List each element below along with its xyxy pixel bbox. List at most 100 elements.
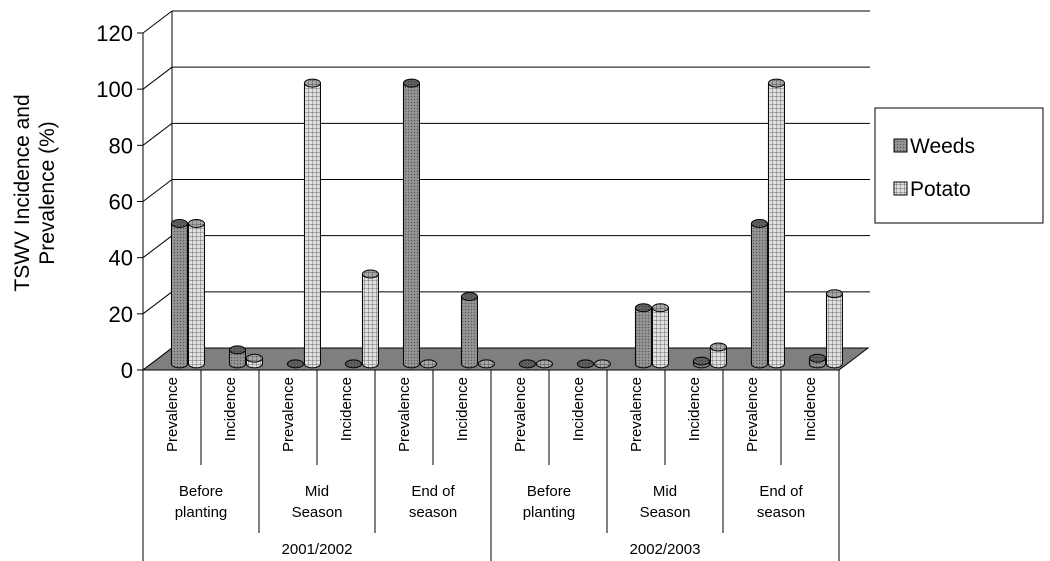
bar-body xyxy=(767,82,785,369)
bar-potato xyxy=(419,359,437,369)
bar-body xyxy=(170,222,188,369)
bar-top xyxy=(535,359,553,369)
bar-weeds xyxy=(286,359,304,369)
bar-top xyxy=(593,359,611,369)
bar-potato xyxy=(825,289,843,369)
y-tick-label: 40 xyxy=(109,246,133,271)
y-tick-label: 120 xyxy=(96,21,133,46)
y-tick-label: 80 xyxy=(109,133,133,158)
bar-weeds xyxy=(344,359,362,369)
legend: Weeds Potato xyxy=(874,107,1044,224)
bar-body xyxy=(750,222,768,369)
bar-body xyxy=(634,307,652,369)
bar-weeds xyxy=(518,359,536,369)
bar-body xyxy=(651,307,669,369)
bar-body xyxy=(361,273,379,369)
bar-body xyxy=(709,346,727,369)
category-label: Prevalence xyxy=(744,377,761,452)
bars xyxy=(170,78,843,369)
bar-body xyxy=(187,222,205,369)
category-label: Prevalence xyxy=(512,377,529,452)
category-label: Incidence xyxy=(338,377,355,441)
category-label: Incidence xyxy=(454,377,471,441)
stage-label: End of xyxy=(411,483,455,500)
bar-weeds xyxy=(808,353,826,369)
bar-body xyxy=(460,296,478,369)
bar-potato xyxy=(303,78,321,369)
bar-weeds xyxy=(228,345,246,369)
bar-top xyxy=(228,345,246,355)
category-label: Prevalence xyxy=(164,377,181,452)
bar-top xyxy=(286,359,304,369)
bar-body xyxy=(402,82,420,369)
y-tick-label: 20 xyxy=(109,302,133,327)
bar-top xyxy=(767,78,785,88)
stage-label: Mid xyxy=(305,483,329,500)
bar-potato xyxy=(535,359,553,369)
bar-top xyxy=(245,353,263,363)
category-label: Prevalence xyxy=(396,377,413,452)
stage-label: planting xyxy=(175,504,228,521)
y-tick-label: 100 xyxy=(96,77,133,102)
category-label: Prevalence xyxy=(628,377,645,452)
y-axis: 0 20 40 60 80 100 120 xyxy=(96,21,144,383)
bar-top xyxy=(709,342,727,352)
side-gridline xyxy=(142,66,173,90)
category-label: Incidence xyxy=(570,377,587,441)
bar-potato xyxy=(477,359,495,369)
stage-label: Before xyxy=(527,483,571,500)
y-tick-label: 0 xyxy=(121,358,133,383)
category-label: Prevalence xyxy=(280,377,297,452)
bar-body xyxy=(228,349,246,369)
category-label: Incidence xyxy=(802,377,819,441)
bar-top xyxy=(170,218,188,228)
bar-weeds xyxy=(692,356,710,369)
stage-label: Before xyxy=(179,483,223,500)
bar-top xyxy=(303,78,321,88)
year-label: 2002/2003 xyxy=(630,541,701,558)
bar-weeds xyxy=(402,78,420,369)
bar-potato xyxy=(361,269,379,369)
bar-potato xyxy=(245,353,263,369)
bar-top xyxy=(518,359,536,369)
category-axis: Prevalence Incidence Prevalence Incidence Pr… xyxy=(142,370,840,561)
bar-top xyxy=(808,353,826,363)
bar-weeds xyxy=(170,218,188,369)
side-gridline xyxy=(142,235,173,259)
bar-top xyxy=(576,359,594,369)
bar-top xyxy=(187,218,205,228)
side-gridline xyxy=(142,10,173,34)
bar-top xyxy=(402,78,420,88)
side-gridline xyxy=(142,122,173,146)
bar-top xyxy=(460,292,478,301)
bar-top xyxy=(692,356,710,366)
bar-potato xyxy=(767,78,785,369)
legend-label-weeds: Weeds xyxy=(910,135,975,158)
category-label: Incidence xyxy=(686,377,703,441)
stage-label: season xyxy=(757,504,805,521)
stage-label: season xyxy=(409,504,457,521)
y-tick-label: 60 xyxy=(109,190,133,215)
bar-body xyxy=(303,82,321,369)
bar-top xyxy=(750,218,768,228)
bar-weeds xyxy=(576,359,594,369)
stage-label: Season xyxy=(292,504,343,521)
y-axis-title-line-1: TSWV Incidence and xyxy=(11,94,34,291)
stage-label: End of xyxy=(759,483,803,500)
side-gridline xyxy=(142,179,173,202)
bar-weeds xyxy=(634,303,652,369)
bar-top xyxy=(825,289,843,299)
category-label: Incidence xyxy=(222,377,239,441)
bar-potato xyxy=(651,303,669,369)
bar-top xyxy=(651,303,669,313)
stage-label: Season xyxy=(640,504,691,521)
bar-potato xyxy=(593,359,611,369)
bar-body xyxy=(825,293,843,369)
bar-potato xyxy=(187,218,205,369)
y-axis-title-line-2: Prevalence (%) xyxy=(36,121,59,265)
bar-top xyxy=(477,359,495,369)
y-axis-title: TSWV Incidence and Prevalence (%) xyxy=(11,94,59,291)
bar-weeds xyxy=(460,292,478,369)
stage-label: Mid xyxy=(653,483,677,500)
